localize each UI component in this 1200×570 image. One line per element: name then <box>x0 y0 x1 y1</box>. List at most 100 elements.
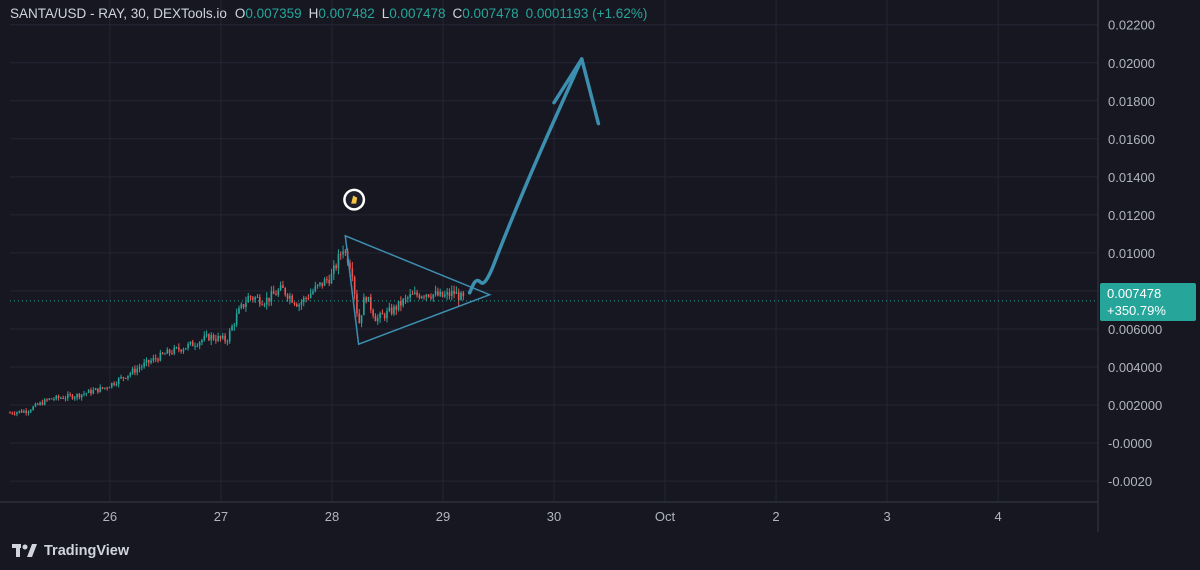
candle-body <box>420 296 423 299</box>
candle-body <box>194 345 196 347</box>
candle-body <box>154 358 157 360</box>
candle-body <box>201 340 203 343</box>
tradingview-logo-icon <box>12 544 37 557</box>
candle-body <box>321 282 324 286</box>
candle-body <box>270 291 273 302</box>
candle-body <box>305 297 307 299</box>
candle-body <box>376 318 379 322</box>
candle-body <box>314 286 317 292</box>
candle-body <box>425 294 428 297</box>
candle-body <box>196 345 199 347</box>
candle-body <box>379 313 381 319</box>
y-tick-label: 0.01600 <box>1108 132 1155 147</box>
candle-body <box>453 290 455 294</box>
x-tick-label: 3 <box>883 509 890 524</box>
candle-body <box>34 403 37 407</box>
chart-header: SANTA/USD - RAY, 30, DEXTools.io O 0.0073… <box>10 6 654 21</box>
candle-body <box>43 399 46 405</box>
candle-body <box>275 294 277 296</box>
candle-body <box>374 315 377 322</box>
candle-body <box>124 377 127 379</box>
candle-body <box>231 326 233 331</box>
candle-body <box>141 366 143 368</box>
candle-body <box>256 296 259 298</box>
candle-body <box>122 377 125 379</box>
y-tick-label: 0.01200 <box>1108 208 1155 223</box>
breakout-arrow <box>467 57 584 295</box>
candle-body <box>166 349 169 354</box>
last-price-tag: 0.007478 +350.79% <box>1100 283 1196 321</box>
candle-body <box>106 387 108 389</box>
candle-body <box>411 293 414 295</box>
candle-body <box>18 410 21 413</box>
candle-body <box>367 296 370 302</box>
y-tick-label: 0.02000 <box>1108 56 1155 71</box>
candle-body <box>168 349 171 354</box>
candle-body <box>432 294 435 299</box>
candle-body <box>323 279 326 286</box>
candle-body <box>258 296 261 305</box>
candle-body <box>205 334 208 336</box>
tradingview-brand[interactable]: TradingView <box>12 543 129 559</box>
symbol-label: SANTA/USD - RAY, 30, DEXTools.io <box>10 6 227 21</box>
candle-body <box>272 291 275 295</box>
candle-body <box>302 297 305 303</box>
candle-body <box>291 295 293 303</box>
candle-body <box>117 378 120 385</box>
candle-body <box>25 410 27 413</box>
candle-body <box>312 291 314 294</box>
candle-body <box>238 308 240 314</box>
y-tick-label: 0.01800 <box>1108 94 1155 109</box>
close-value: 0.007478 <box>462 6 519 21</box>
candle-body <box>441 291 444 297</box>
candle-body <box>328 279 330 284</box>
candle-body <box>97 388 99 393</box>
candle-body <box>282 285 284 288</box>
high-value: 0.007482 <box>318 6 375 21</box>
candle-body <box>437 291 439 296</box>
candle-body <box>349 263 351 269</box>
candle-body <box>87 389 90 394</box>
candle-body <box>136 368 139 373</box>
candle-body <box>358 313 361 324</box>
candle-body <box>335 265 337 269</box>
candle-body <box>409 293 411 298</box>
candle-body <box>73 397 76 399</box>
candle-body <box>134 368 136 373</box>
candle-body <box>293 302 296 305</box>
high-key: H <box>308 6 319 21</box>
candle-body <box>173 347 176 354</box>
candle-body <box>249 296 252 298</box>
candle-body <box>110 382 113 388</box>
candle-body <box>448 292 451 296</box>
candle-body <box>423 296 425 298</box>
candle-body <box>115 384 118 386</box>
candle-body <box>360 315 363 324</box>
y-tick-label: 0.006000 <box>1108 322 1162 337</box>
candle-body <box>55 395 58 400</box>
candle-body <box>333 265 335 274</box>
candle-body <box>101 387 104 389</box>
candle-body <box>400 301 402 306</box>
candle-body <box>268 297 270 302</box>
candle-body <box>462 292 465 297</box>
open-value: 0.007359 <box>245 6 302 21</box>
candle-body <box>434 291 437 295</box>
candle-body <box>353 277 356 294</box>
candle-body <box>413 292 416 295</box>
candle-body <box>221 335 224 339</box>
candle-body <box>80 394 83 398</box>
y-tick-label: 0.002000 <box>1108 398 1162 413</box>
candle-body <box>450 290 453 296</box>
candle-body <box>16 412 18 415</box>
candle-body <box>212 335 215 340</box>
candle-body <box>460 292 462 301</box>
candle-body <box>131 368 134 374</box>
candle-body <box>27 411 30 413</box>
candle-body <box>407 297 409 299</box>
candle-body <box>120 377 122 379</box>
candle-body <box>189 341 192 344</box>
candle-body <box>455 292 458 294</box>
candle-body <box>404 297 407 300</box>
